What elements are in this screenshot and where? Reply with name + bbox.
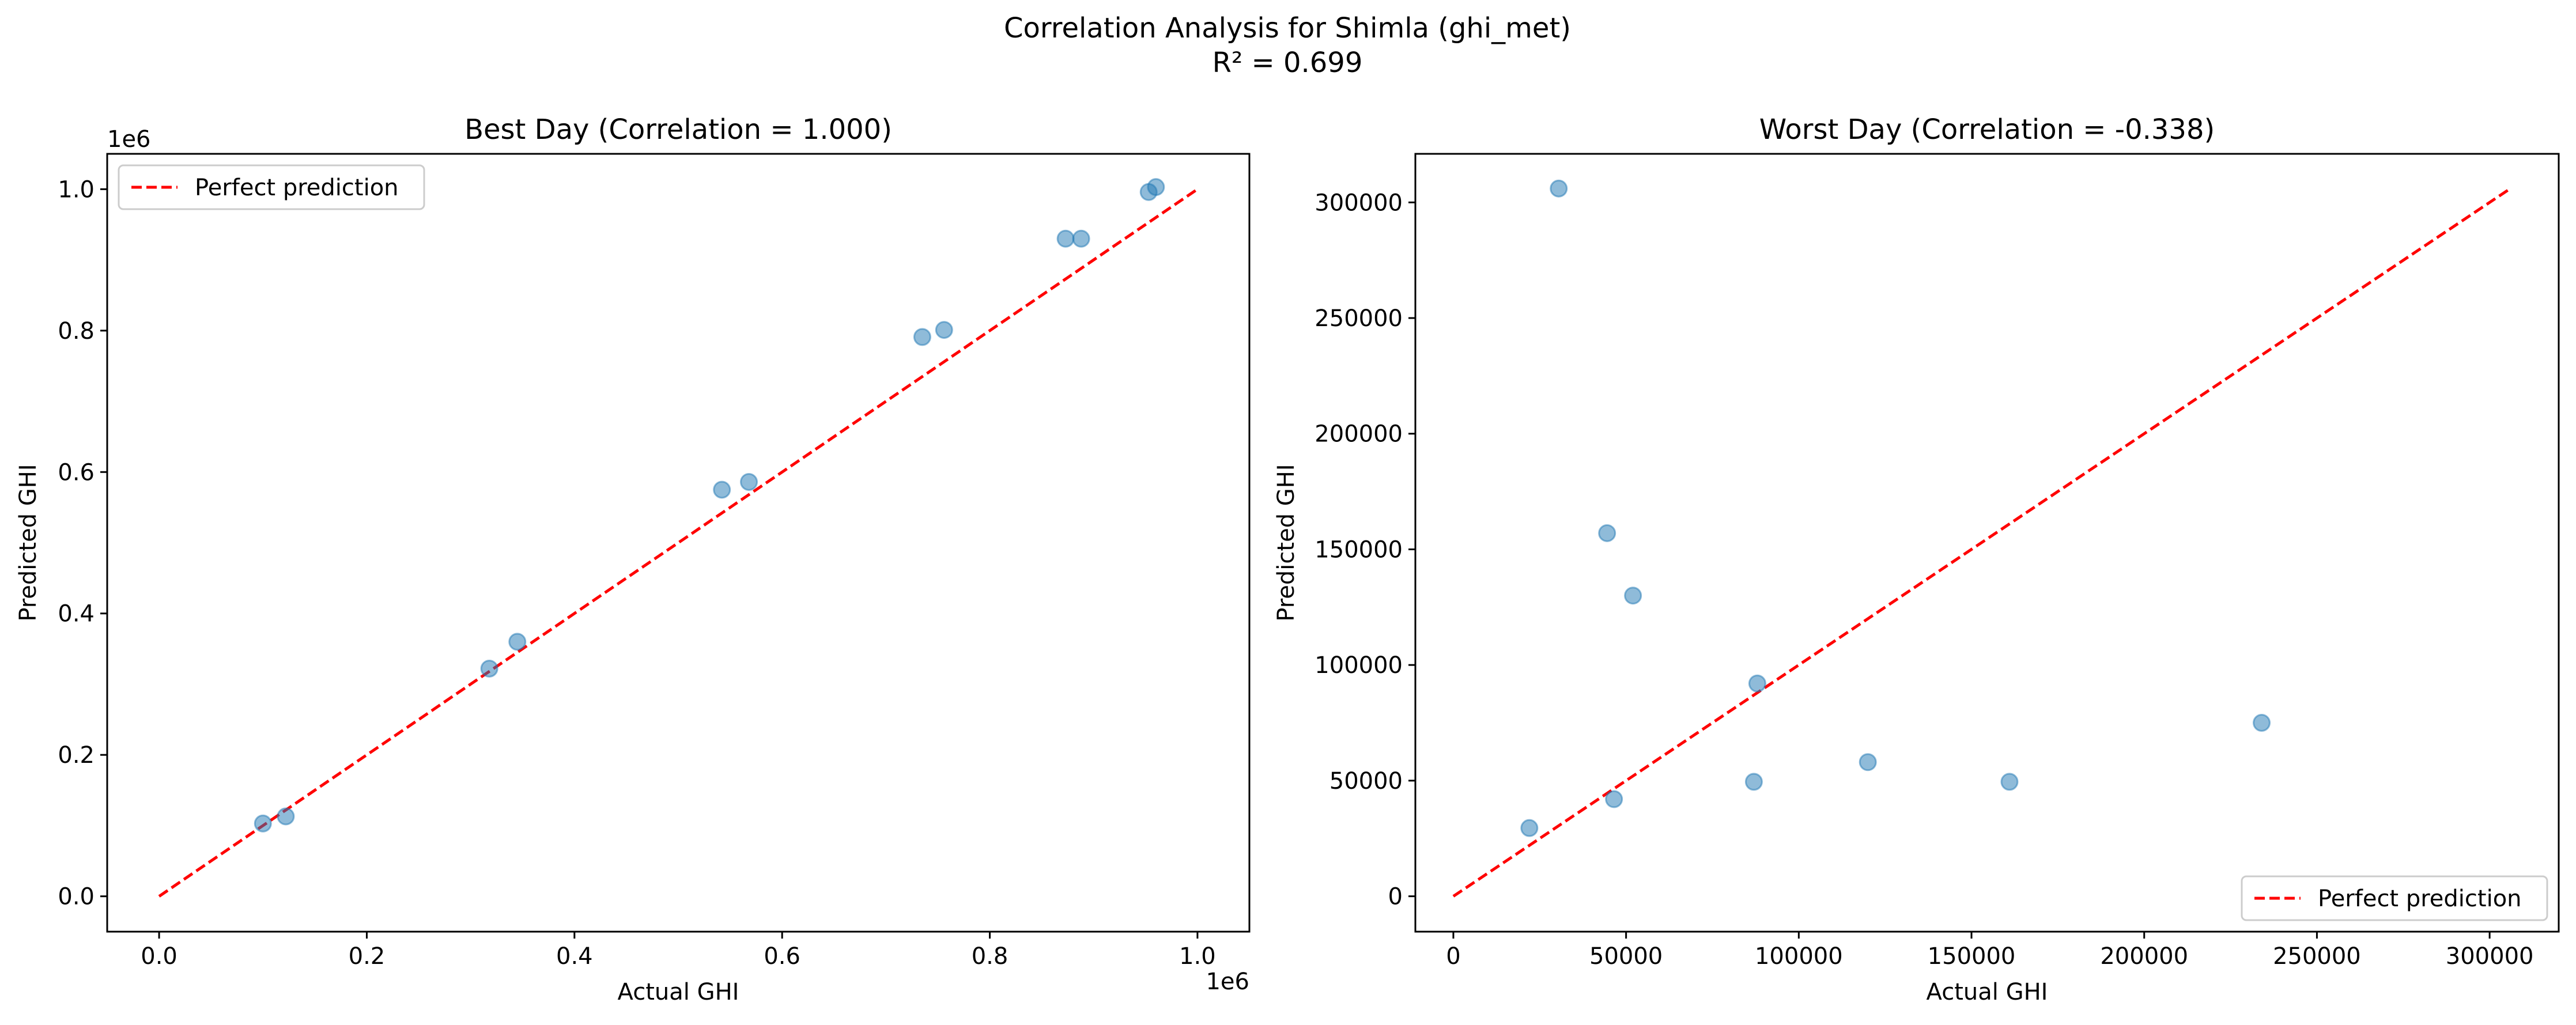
best-y-tick-label: 0.2: [58, 742, 95, 769]
best-legend: Perfect prediction: [118, 164, 425, 210]
best-x-tick-label: 0.8: [972, 943, 1009, 970]
best-data-point: [508, 633, 527, 651]
worst-axes-title: Worst Day (Correlation = -0.338): [1759, 114, 2215, 146]
worst-legend-label: Perfect prediction: [2318, 886, 2522, 912]
best-axes-title: Best Day (Correlation = 1.000): [464, 114, 892, 146]
best-y-tick-label: 0.6: [58, 459, 95, 486]
best-x-axis-label: Actual GHI: [618, 979, 739, 1005]
best-y-tick-label: 0.0: [58, 884, 95, 910]
worst-y-tick-label: 100000: [1315, 652, 1403, 679]
best-y-tick-label: 0.8: [58, 318, 95, 345]
best-x-tick-label: 1.0: [1179, 943, 1216, 970]
best-data-point: [740, 472, 758, 491]
worst-data-point: [1859, 753, 1877, 771]
best-y-offset-label: 1e6: [107, 126, 151, 153]
worst-data-point: [1748, 674, 1766, 693]
best-legend-label: Perfect prediction: [195, 175, 399, 201]
best-legend-box: [118, 164, 425, 210]
worst-data-point: [1605, 790, 1623, 808]
best-data-point: [713, 481, 731, 499]
worst-y-tick-label: 200000: [1315, 421, 1403, 448]
best-x-tick-label: 0.0: [141, 943, 177, 970]
worst-axes-frame: [1414, 153, 2560, 933]
best-data-point: [1072, 229, 1090, 248]
worst-y-tick-label: 50000: [1329, 768, 1403, 795]
worst-y-tick-label: 250000: [1315, 305, 1403, 332]
worst-x-tick-label: 0: [1446, 943, 1460, 970]
best-data-point: [935, 321, 953, 339]
worst-data-point: [2253, 714, 2271, 732]
best-x-offset-label: 1e6: [1206, 969, 1249, 995]
worst-y-tick-label: 0: [1388, 884, 1403, 910]
worst-data-point: [1550, 179, 1568, 198]
worst-x-tick-label: 250000: [2273, 943, 2361, 970]
best-x-tick-label: 0.2: [349, 943, 386, 970]
worst-data-point: [1624, 587, 1642, 605]
worst-x-tick-label: 100000: [1755, 943, 1843, 970]
worst-data-point: [1744, 773, 1763, 791]
worst-day-panel: 0 50000 100000 150000 200000 250000 300000 0 500…: [1273, 114, 2560, 1005]
worst-perfect-prediction-line: [1452, 187, 2511, 898]
worst-legend: Perfect prediction: [2241, 875, 2548, 921]
worst-legend-box: [2241, 875, 2548, 921]
worst-data-point: [2000, 773, 2019, 791]
best-data-point: [277, 807, 295, 826]
best-day-panel: 0.0 0.2 0.4 0.6 0.8 1.0 0.0 0.2 0.4 0.6 0.8 1.0 Best…: [15, 114, 1251, 1005]
best-data-point: [480, 659, 498, 678]
best-x-tick-label: 0.6: [764, 943, 800, 970]
worst-y-axis-label: Predicted GHI: [1273, 464, 1300, 621]
worst-plot-content: [1452, 179, 2511, 898]
best-y-tick-label: 1.0: [58, 176, 95, 203]
best-data-point: [1056, 229, 1075, 248]
worst-data-point: [1520, 819, 1539, 837]
best-data-point: [913, 328, 931, 346]
best-y-tick-label: 0.4: [58, 601, 95, 627]
best-data-point: [1147, 178, 1165, 196]
worst-data-point: [1598, 524, 1616, 542]
best-x-tick-label: 0.4: [556, 943, 593, 970]
worst-x-axis-label: Actual GHI: [1927, 979, 2048, 1005]
worst-x-tick-label: 150000: [1928, 943, 2016, 970]
figure-title: Correlation Analysis for Shimla (ghi_met…: [1004, 12, 1571, 44]
worst-x-tick-label: 200000: [2100, 943, 2188, 970]
worst-x-tick-label: 50000: [1589, 943, 1663, 970]
best-data-point: [254, 814, 272, 833]
worst-x-tick-label: 300000: [2446, 943, 2534, 970]
best-plot-content: [158, 178, 1199, 898]
best-axes-frame: [106, 153, 1251, 933]
best-y-axis-label: Predicted GHI: [15, 464, 41, 621]
worst-y-tick-label: 150000: [1315, 536, 1403, 563]
worst-y-tick-label: 300000: [1315, 190, 1403, 216]
figure-subtitle: R² = 0.699: [1213, 47, 1363, 79]
